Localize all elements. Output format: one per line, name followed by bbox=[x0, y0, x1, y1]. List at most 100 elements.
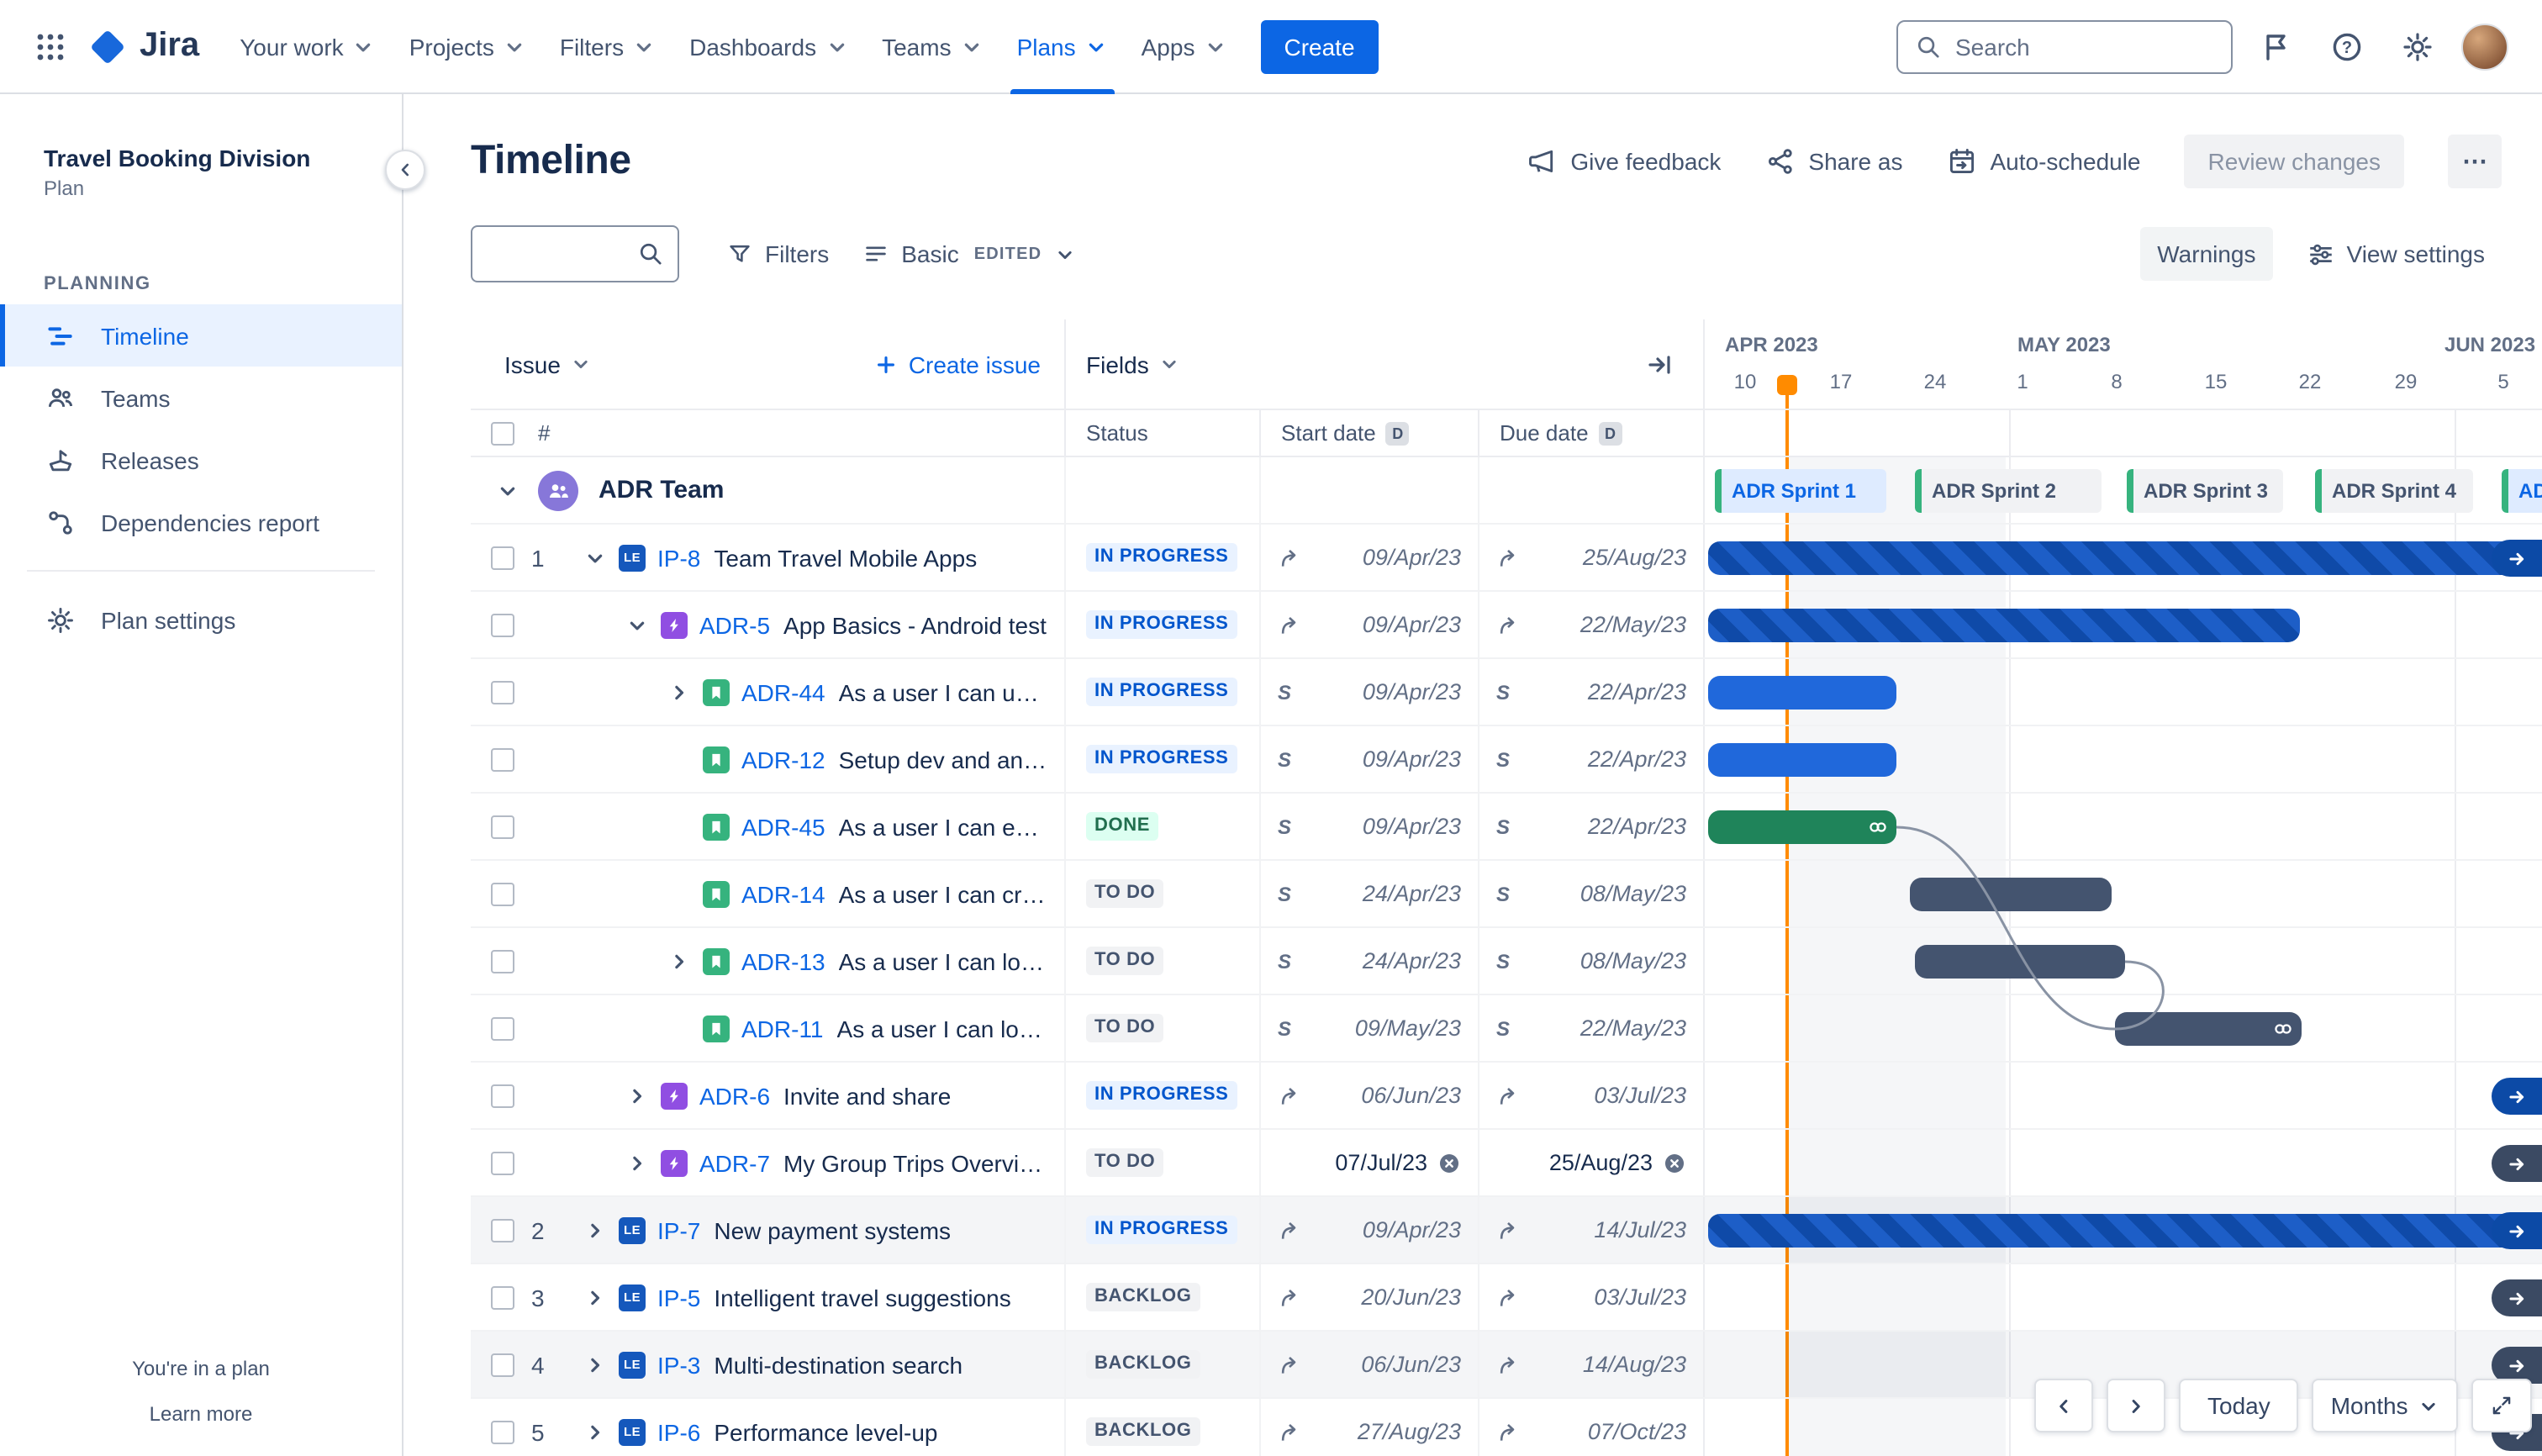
status-lozenge[interactable]: TO DO bbox=[1086, 1148, 1164, 1177]
nav-item-filters[interactable]: Filters bbox=[543, 0, 672, 93]
expand-toggle[interactable] bbox=[582, 1218, 609, 1242]
offscreen-bar-indicator[interactable] bbox=[2492, 1347, 2542, 1384]
expand-toggle[interactable] bbox=[582, 546, 609, 569]
expand-toggle[interactable] bbox=[666, 949, 693, 973]
user-avatar[interactable] bbox=[2461, 23, 2508, 70]
status-lozenge[interactable]: BACKLOG bbox=[1086, 1350, 1200, 1379]
sidebar-item-plan-settings[interactable]: Plan settings bbox=[0, 588, 402, 651]
timeline-search-input[interactable] bbox=[486, 240, 637, 267]
collapse-fields-icon[interactable] bbox=[1646, 351, 1673, 377]
row-checkbox[interactable] bbox=[491, 1151, 514, 1174]
issue-key-link[interactable]: ADR-13 bbox=[741, 947, 825, 974]
warnings-button[interactable]: Warnings bbox=[2140, 227, 2273, 281]
expand-toggle[interactable] bbox=[624, 1151, 651, 1174]
sidebar-item-dependencies-report[interactable]: Dependencies report bbox=[0, 491, 402, 553]
status-lozenge[interactable]: IN PROGRESS bbox=[1086, 745, 1237, 773]
issue-key-link[interactable]: ADR-7 bbox=[699, 1149, 771, 1176]
issue-summary[interactable]: My Group Trips Overview bbox=[783, 1149, 1049, 1176]
expand-toggle[interactable] bbox=[624, 1084, 651, 1107]
sprint-chip-adr-sprint-2[interactable]: ADR Sprint 2 bbox=[1915, 469, 2102, 513]
row-checkbox[interactable] bbox=[491, 1218, 514, 1242]
sidebar-item-releases[interactable]: Releases bbox=[0, 429, 402, 491]
fullscreen-button[interactable] bbox=[2471, 1379, 2533, 1432]
issue-summary[interactable]: Performance level-up bbox=[714, 1418, 938, 1445]
offscreen-bar-indicator[interactable] bbox=[2492, 1279, 2542, 1316]
gantt-bar-ip-8[interactable] bbox=[1708, 541, 2542, 575]
issue-key-link[interactable]: IP-7 bbox=[657, 1216, 701, 1243]
row-checkbox[interactable] bbox=[491, 546, 514, 569]
issue-key-link[interactable]: ADR-5 bbox=[699, 611, 771, 638]
sidebar-item-teams[interactable]: Teams bbox=[0, 367, 402, 429]
issue-summary[interactable]: As a user I can up... bbox=[838, 678, 1048, 705]
status-lozenge[interactable]: TO DO bbox=[1086, 1014, 1164, 1042]
view-mode-button[interactable]: Basic EDITED bbox=[846, 227, 1092, 281]
nav-item-apps[interactable]: Apps bbox=[1125, 0, 1244, 93]
issue-key-link[interactable]: ADR-6 bbox=[699, 1082, 771, 1109]
offscreen-bar-indicator[interactable] bbox=[2492, 1145, 2542, 1182]
status-lozenge[interactable]: IN PROGRESS bbox=[1086, 678, 1237, 706]
expand-toggle[interactable] bbox=[624, 613, 651, 636]
gantt-bar-adr-14[interactable] bbox=[1910, 878, 2112, 911]
issue-header-label[interactable]: Issue bbox=[504, 351, 593, 377]
fields-header-label[interactable]: Fields bbox=[1086, 351, 1181, 377]
issue-summary[interactable]: Multi-destination search bbox=[714, 1351, 963, 1378]
select-all-checkbox[interactable] bbox=[491, 421, 514, 445]
nav-item-dashboards[interactable]: Dashboards bbox=[672, 0, 865, 93]
issue-key-link[interactable]: ADR-44 bbox=[741, 678, 825, 705]
issue-key-link[interactable]: ADR-12 bbox=[741, 746, 825, 773]
more-actions-button[interactable]: ⋯ bbox=[2448, 135, 2502, 188]
sidebar-collapse-button[interactable] bbox=[385, 150, 425, 190]
settings-gear-icon[interactable] bbox=[2391, 19, 2444, 73]
global-search[interactable] bbox=[1896, 19, 2233, 73]
status-lozenge[interactable]: DONE bbox=[1086, 812, 1158, 841]
status-lozenge[interactable]: TO DO bbox=[1086, 947, 1164, 975]
row-checkbox[interactable] bbox=[491, 815, 514, 838]
status-lozenge[interactable]: IN PROGRESS bbox=[1086, 610, 1237, 639]
issue-key-link[interactable]: IP-6 bbox=[657, 1418, 701, 1445]
row-checkbox[interactable] bbox=[491, 613, 514, 636]
clear-date-icon[interactable] bbox=[1437, 1151, 1461, 1174]
gantt-bar-adr-11[interactable] bbox=[2115, 1012, 2302, 1046]
today-button[interactable]: Today bbox=[2179, 1379, 2299, 1432]
clear-date-icon[interactable] bbox=[1663, 1151, 1686, 1174]
issue-summary[interactable]: Team Travel Mobile Apps bbox=[714, 544, 978, 571]
sprint-chip-adr-sprint-4[interactable]: ADR Sprint 4 bbox=[2315, 469, 2473, 513]
search-input[interactable] bbox=[1955, 33, 2214, 60]
status-lozenge[interactable]: TO DO bbox=[1086, 879, 1164, 908]
gantt-bar-ip-7[interactable] bbox=[1708, 1214, 2542, 1248]
issue-key-link[interactable]: ADR-14 bbox=[741, 880, 825, 907]
row-checkbox[interactable] bbox=[491, 882, 514, 905]
sprint-chip-adr-sprint-1[interactable]: ADR Sprint 1 bbox=[1715, 469, 1886, 513]
row-checkbox[interactable] bbox=[491, 1084, 514, 1107]
row-checkbox[interactable] bbox=[491, 1353, 514, 1376]
row-checkbox[interactable] bbox=[491, 747, 514, 771]
gantt-bar-adr-44[interactable] bbox=[1708, 676, 1896, 710]
gantt-bar-adr-12[interactable] bbox=[1708, 743, 1896, 777]
expand-toggle[interactable] bbox=[582, 1285, 609, 1309]
issue-summary[interactable]: As a user I can cre... bbox=[838, 880, 1055, 907]
status-lozenge[interactable]: IN PROGRESS bbox=[1086, 543, 1237, 572]
row-checkbox[interactable] bbox=[491, 1016, 514, 1040]
issue-summary[interactable]: Invite and share bbox=[783, 1082, 952, 1109]
sprint-chip-ad[interactable]: AD bbox=[2502, 469, 2542, 513]
issue-summary[interactable]: Intelligent travel suggestions bbox=[714, 1284, 1011, 1311]
expand-toggle[interactable] bbox=[582, 1353, 609, 1376]
sprint-chip-adr-sprint-3[interactable]: ADR Sprint 3 bbox=[2127, 469, 2283, 513]
nav-item-your-work[interactable]: Your work bbox=[223, 0, 393, 93]
filters-button[interactable]: Filters bbox=[709, 227, 846, 281]
issue-key-link[interactable]: IP-8 bbox=[657, 544, 701, 571]
gantt-bar-adr-45[interactable] bbox=[1708, 810, 1896, 844]
create-issue-button[interactable]: Create issue bbox=[875, 351, 1041, 377]
range-select[interactable]: Months bbox=[2312, 1379, 2459, 1432]
give-feedback-button[interactable]: Give feedback bbox=[1527, 146, 1721, 177]
nav-item-projects[interactable]: Projects bbox=[393, 0, 543, 93]
bar-continues-indicator[interactable] bbox=[2492, 540, 2542, 577]
view-settings-button[interactable]: View settings bbox=[2290, 227, 2502, 281]
share-as-button[interactable]: Share as bbox=[1764, 146, 1903, 177]
issue-key-link[interactable]: ADR-11 bbox=[741, 1015, 824, 1042]
row-checkbox[interactable] bbox=[491, 1285, 514, 1309]
learn-more-link[interactable]: Learn more bbox=[149, 1402, 253, 1426]
issue-summary[interactable]: As a user I can ena... bbox=[838, 813, 1062, 840]
status-lozenge[interactable]: BACKLOG bbox=[1086, 1417, 1200, 1446]
issue-summary[interactable]: As a user I can log i... bbox=[838, 947, 1064, 974]
